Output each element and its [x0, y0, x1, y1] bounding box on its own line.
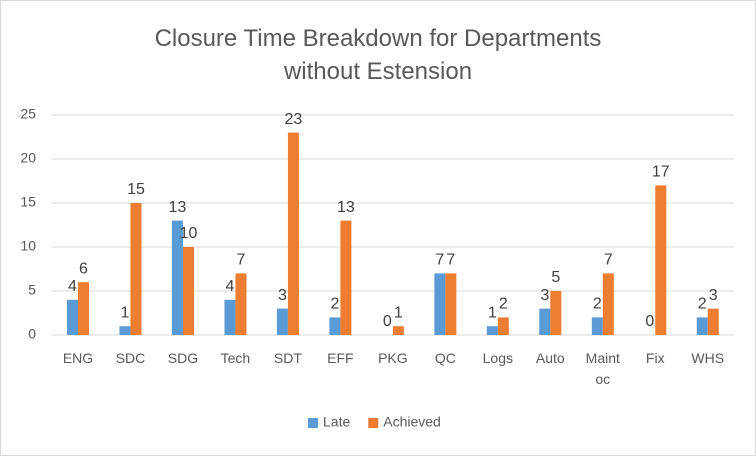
bar: [445, 273, 457, 335]
bar: [486, 326, 498, 335]
bar: [497, 317, 509, 335]
data-label: 1: [394, 304, 403, 321]
x-tick-label: Maint oc: [585, 350, 620, 387]
x-tick-label: SDG: [167, 350, 199, 366]
bar: [235, 273, 247, 335]
data-label: 6: [79, 260, 88, 277]
data-label: 7: [446, 252, 455, 269]
data-label: 10: [180, 225, 198, 242]
legend-label: Achieved: [383, 414, 441, 430]
x-tick-label: WHS: [691, 350, 725, 366]
bar: [602, 273, 614, 335]
x-tick-label: PKG: [378, 350, 408, 366]
data-label: 1: [121, 304, 130, 321]
bar: [119, 326, 131, 335]
data-label: 1: [488, 304, 497, 321]
x-tick-label: SDC: [115, 350, 146, 366]
bar: [707, 308, 719, 335]
data-label: 3: [540, 287, 549, 304]
data-label: 3: [709, 287, 718, 304]
legend-label: Late: [323, 414, 350, 430]
data-label: 2: [499, 296, 508, 313]
bar: [696, 317, 708, 335]
data-label: 13: [169, 199, 187, 216]
x-tick-label: ENG: [62, 350, 94, 366]
bar: [539, 308, 551, 335]
y-tick-label: 0: [28, 326, 36, 342]
bar: [434, 273, 446, 335]
data-label: 5: [551, 269, 560, 286]
x-tick-label: Fix: [645, 350, 665, 366]
x-tick-label: Tech: [220, 350, 251, 366]
data-label: 2: [698, 296, 707, 313]
bar: [276, 308, 288, 335]
bar: [66, 299, 78, 335]
bar: [171, 220, 183, 335]
data-label: 0: [383, 313, 392, 330]
bar: [287, 132, 299, 335]
x-tick-label: QC: [434, 350, 456, 366]
y-tick-label: 25: [20, 106, 36, 122]
chart-title: Closure Time Breakdown for Departments w…: [154, 25, 602, 85]
legend-swatch: [308, 418, 318, 428]
bar: [77, 282, 89, 335]
legend-swatch: [368, 418, 379, 428]
bar: [591, 317, 603, 335]
data-label: 2: [593, 296, 602, 313]
bar: [550, 291, 562, 335]
data-label: 7: [236, 252, 245, 269]
y-tick-label: 10: [20, 238, 36, 254]
bar: [182, 247, 194, 335]
data-label: 2: [330, 296, 339, 313]
data-label: 4: [68, 278, 77, 295]
x-tick-label: SDT: [273, 350, 302, 366]
y-tick-label: 5: [28, 282, 36, 298]
bar: [224, 299, 236, 335]
bar: [130, 203, 142, 335]
x-tick-label: Logs: [482, 350, 513, 366]
data-label: 4: [225, 278, 234, 295]
data-label: 13: [337, 199, 355, 216]
data-label: 23: [285, 111, 303, 128]
bar: [329, 317, 341, 335]
y-tick-label: 20: [20, 150, 36, 166]
data-label: 7: [435, 252, 444, 269]
data-label: 17: [652, 164, 670, 181]
bar: [340, 220, 352, 335]
bar: [655, 185, 667, 335]
data-label: 7: [604, 252, 613, 269]
x-tick-label: Auto: [535, 350, 565, 366]
y-tick-label: 15: [20, 194, 36, 210]
data-label: 3: [278, 287, 287, 304]
data-label: 0: [645, 313, 654, 330]
data-label: 15: [127, 181, 145, 198]
x-tick-label: EFF: [327, 350, 354, 366]
bar: [392, 326, 404, 335]
